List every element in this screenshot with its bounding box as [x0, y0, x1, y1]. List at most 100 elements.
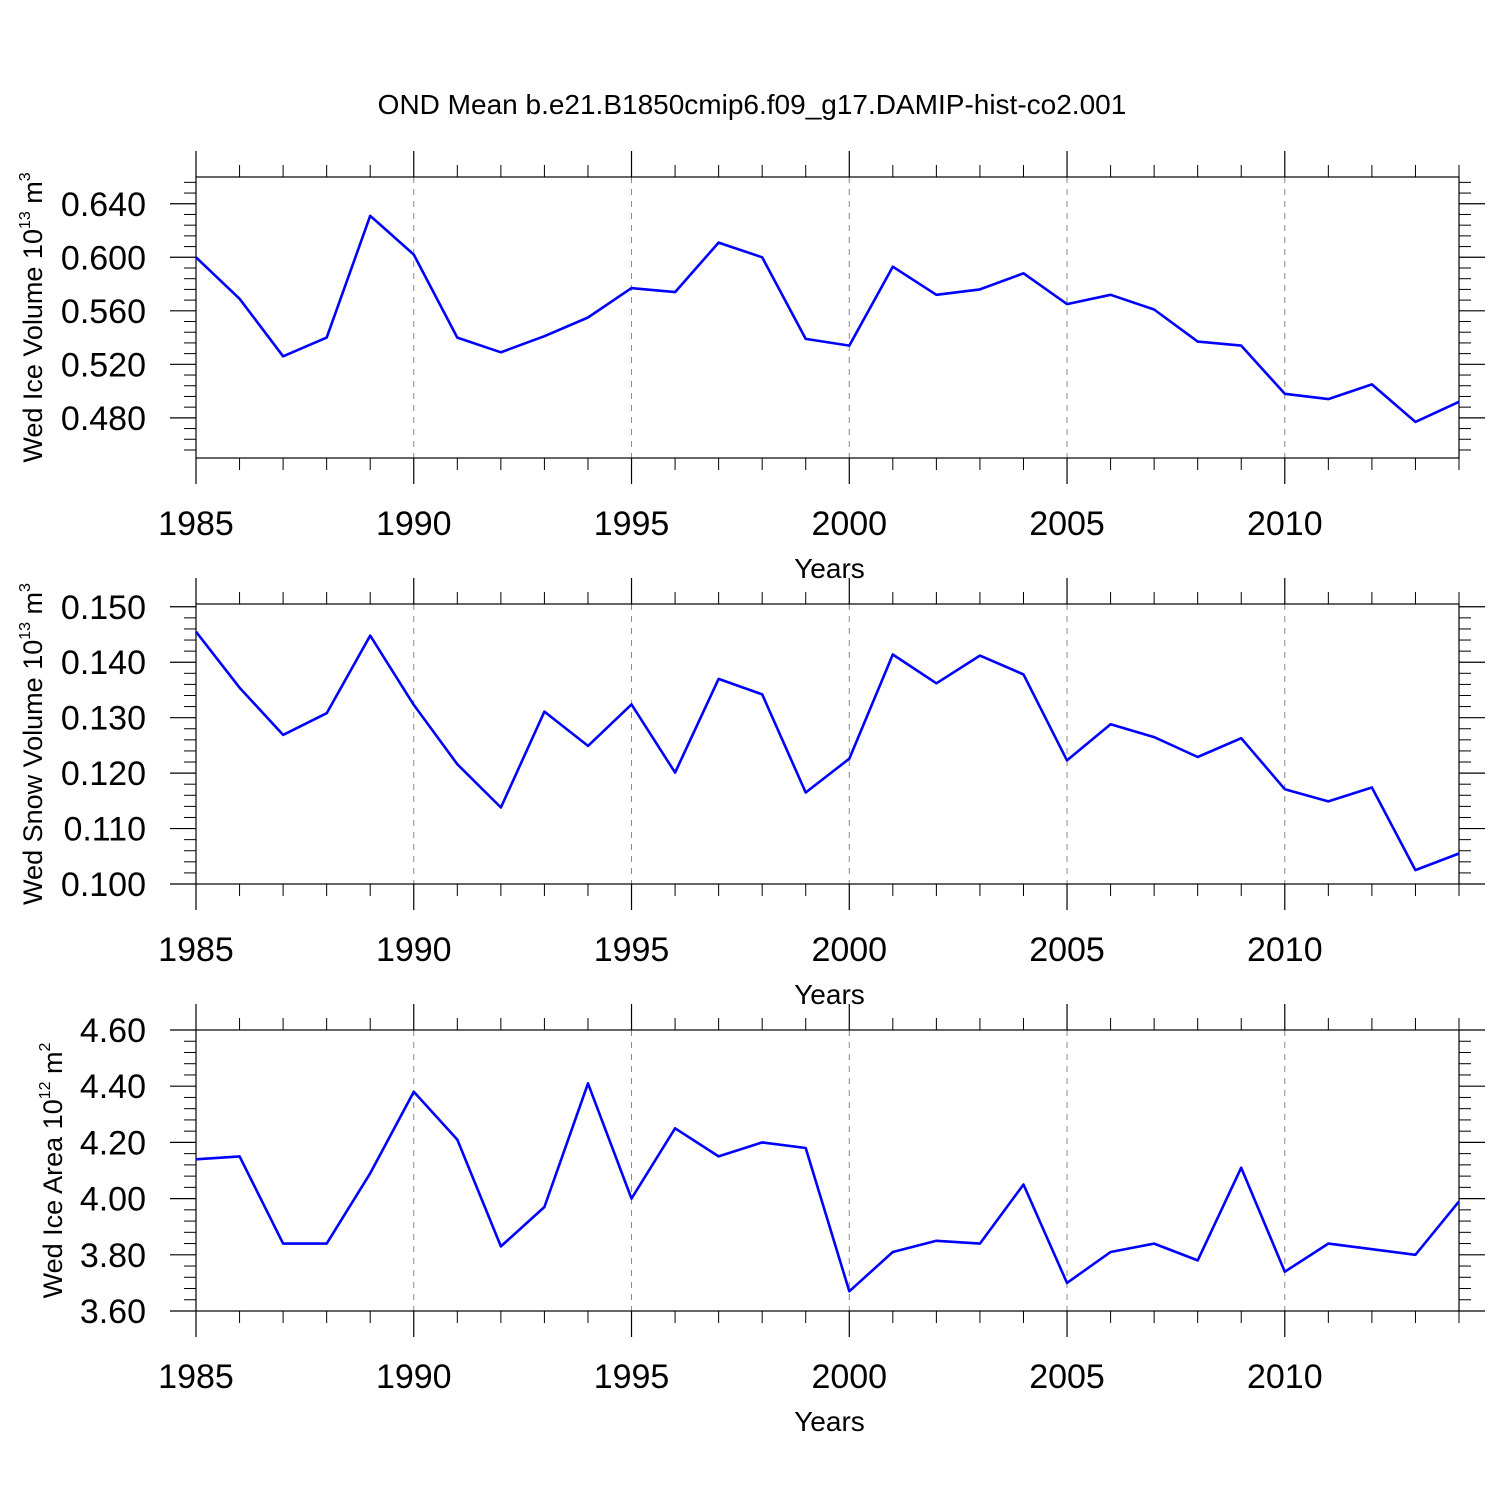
data-point — [499, 805, 503, 809]
plot-frame — [195, 176, 1460, 459]
x-tick-label: 2000 — [811, 505, 887, 543]
data-point — [804, 791, 808, 795]
data-point — [455, 1138, 459, 1142]
series-line — [194, 630, 1460, 872]
x-tick-label: 2010 — [1247, 1358, 1323, 1396]
y-tick-label: 4.20 — [80, 1124, 146, 1162]
x-tick-label: 1990 — [376, 931, 452, 969]
data-point — [1021, 271, 1025, 275]
x-tick-label: 2010 — [1247, 505, 1323, 543]
data-point — [1370, 1247, 1374, 1251]
data-point — [455, 336, 459, 340]
x-tick-label: 1995 — [594, 1358, 670, 1396]
data-point — [934, 681, 938, 685]
data-point — [1152, 735, 1156, 739]
data-point — [630, 286, 634, 290]
data-point — [1196, 1258, 1200, 1262]
panel-ice-area: 3.60 3.80 4.00 4.20 4.40 4.60 1985 1990 1995 200… — [37, 1004, 1485, 1437]
data-point — [630, 702, 634, 706]
x-tick-label: 1985 — [158, 931, 234, 969]
data-point — [1283, 787, 1287, 791]
x-tick-label: 2005 — [1029, 505, 1105, 543]
y-tick-label: 0.520 — [61, 346, 146, 384]
data-point — [238, 1154, 242, 1158]
x-tick-label: 2005 — [1029, 931, 1105, 969]
data-point — [281, 733, 285, 737]
minor-ticks — [184, 1018, 1471, 1323]
data-point — [542, 710, 546, 714]
y-axis-label: Wed Snow Volume 1013 m3 — [17, 583, 48, 905]
x-tick-label: 1995 — [594, 505, 670, 543]
data-point — [978, 1242, 982, 1246]
data-point — [238, 686, 242, 690]
plot-frame — [195, 1029, 1460, 1312]
data-point — [1370, 382, 1374, 386]
x-tick-label: 1995 — [594, 931, 670, 969]
data-point — [891, 1250, 895, 1254]
grid-lines — [413, 604, 1286, 884]
data-point — [1152, 307, 1156, 311]
data-point — [1457, 1199, 1461, 1203]
data-point — [1065, 1281, 1069, 1285]
data-point — [978, 287, 982, 291]
data-points — [194, 214, 1461, 424]
y-tick-label: 0.100 — [61, 866, 146, 904]
y-tick-label: 0.640 — [61, 186, 146, 224]
data-point — [412, 703, 416, 707]
data-point — [194, 255, 198, 259]
x-tick-label: 1985 — [158, 1358, 234, 1396]
data-point — [891, 652, 895, 656]
minor-ticks — [184, 592, 1471, 896]
data-point — [542, 1205, 546, 1209]
y-tick-labels: 0.100 0.110 0.120 0.130 0.140 0.150 — [61, 589, 146, 904]
data-point — [1239, 1166, 1243, 1170]
data-point — [281, 354, 285, 358]
series-line — [195, 214, 1460, 424]
x-tick-label: 2000 — [811, 1358, 887, 1396]
data-point — [499, 1244, 503, 1248]
x-tick-label: 1985 — [158, 505, 234, 543]
grid-lines — [413, 1030, 1286, 1311]
plot-frame — [195, 603, 1460, 885]
data-point — [673, 1126, 677, 1130]
data-point — [717, 677, 721, 681]
data-point — [1457, 400, 1461, 404]
data-point — [238, 297, 242, 301]
y-tick-label: 0.110 — [63, 811, 146, 849]
data-point — [1196, 755, 1200, 759]
data-point — [847, 757, 851, 761]
data-point — [630, 1197, 634, 1201]
data-point — [1413, 868, 1417, 872]
data-point — [499, 350, 503, 354]
data-point — [1283, 1270, 1287, 1274]
data-point — [586, 1081, 590, 1085]
data-point — [1239, 344, 1243, 348]
data-point — [891, 265, 895, 269]
data-point — [368, 214, 372, 218]
data-point — [586, 316, 590, 320]
data-point — [934, 293, 938, 297]
y-tick-label: 0.140 — [61, 644, 146, 682]
data-point — [412, 253, 416, 257]
y-tick-labels: 0.480 0.520 0.560 0.600 0.640 — [61, 186, 146, 438]
data-point — [1109, 293, 1113, 297]
data-point — [847, 344, 851, 348]
y-tick-label: 0.120 — [61, 755, 146, 793]
x-tick-labels: 1985 1990 1995 2000 2005 2010 — [158, 1358, 1322, 1396]
data-point — [673, 290, 677, 294]
data-point — [1109, 722, 1113, 726]
y-tick-label: 4.00 — [80, 1181, 146, 1219]
y-tick-label: 0.600 — [61, 239, 146, 277]
data-point — [804, 337, 808, 341]
y-axis-label: Wed Ice Volume 1013 m3 — [17, 172, 48, 462]
data-point — [1413, 420, 1417, 424]
data-point — [1152, 1242, 1156, 1246]
y-axis-label: Wed Ice Area 1012 m2 — [37, 1042, 68, 1298]
data-point — [1326, 397, 1330, 401]
data-point — [325, 711, 329, 715]
data-point — [1196, 340, 1200, 344]
data-point — [673, 771, 677, 775]
data-point — [1413, 1253, 1417, 1257]
